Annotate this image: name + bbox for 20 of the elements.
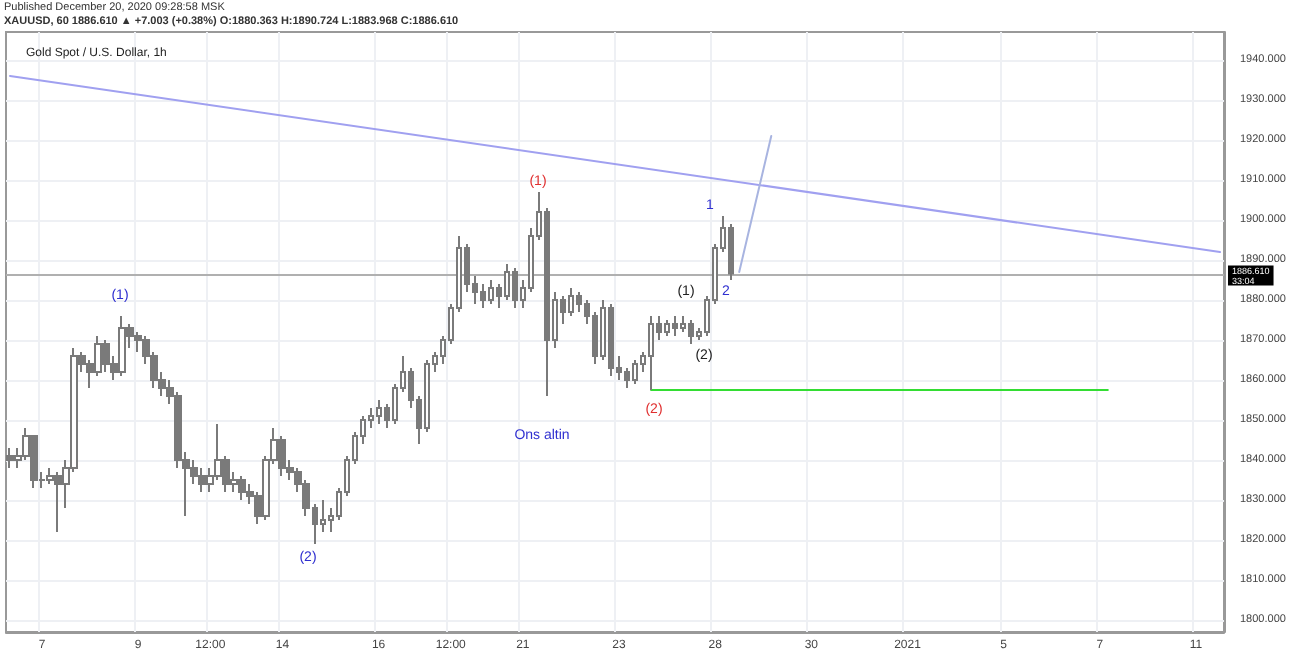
candlestick [672, 315, 678, 337]
candlestick [688, 319, 694, 345]
candlestick [664, 319, 670, 337]
candlestick [6, 447, 14, 469]
candlestick [30, 435, 38, 489]
candlestick [118, 315, 126, 377]
candlestick [102, 339, 110, 373]
candlestick [198, 467, 206, 493]
candlestick [648, 315, 654, 391]
candlestick [480, 283, 486, 309]
candlestick [238, 475, 246, 501]
candlestick [504, 263, 510, 301]
candlestick [376, 399, 382, 425]
candlestick [512, 267, 518, 309]
candlestick [488, 279, 494, 305]
candlestick [632, 359, 638, 385]
candlestick [608, 303, 614, 377]
candlestick [278, 435, 286, 477]
candlestick [568, 287, 574, 317]
candlestick [728, 223, 734, 281]
